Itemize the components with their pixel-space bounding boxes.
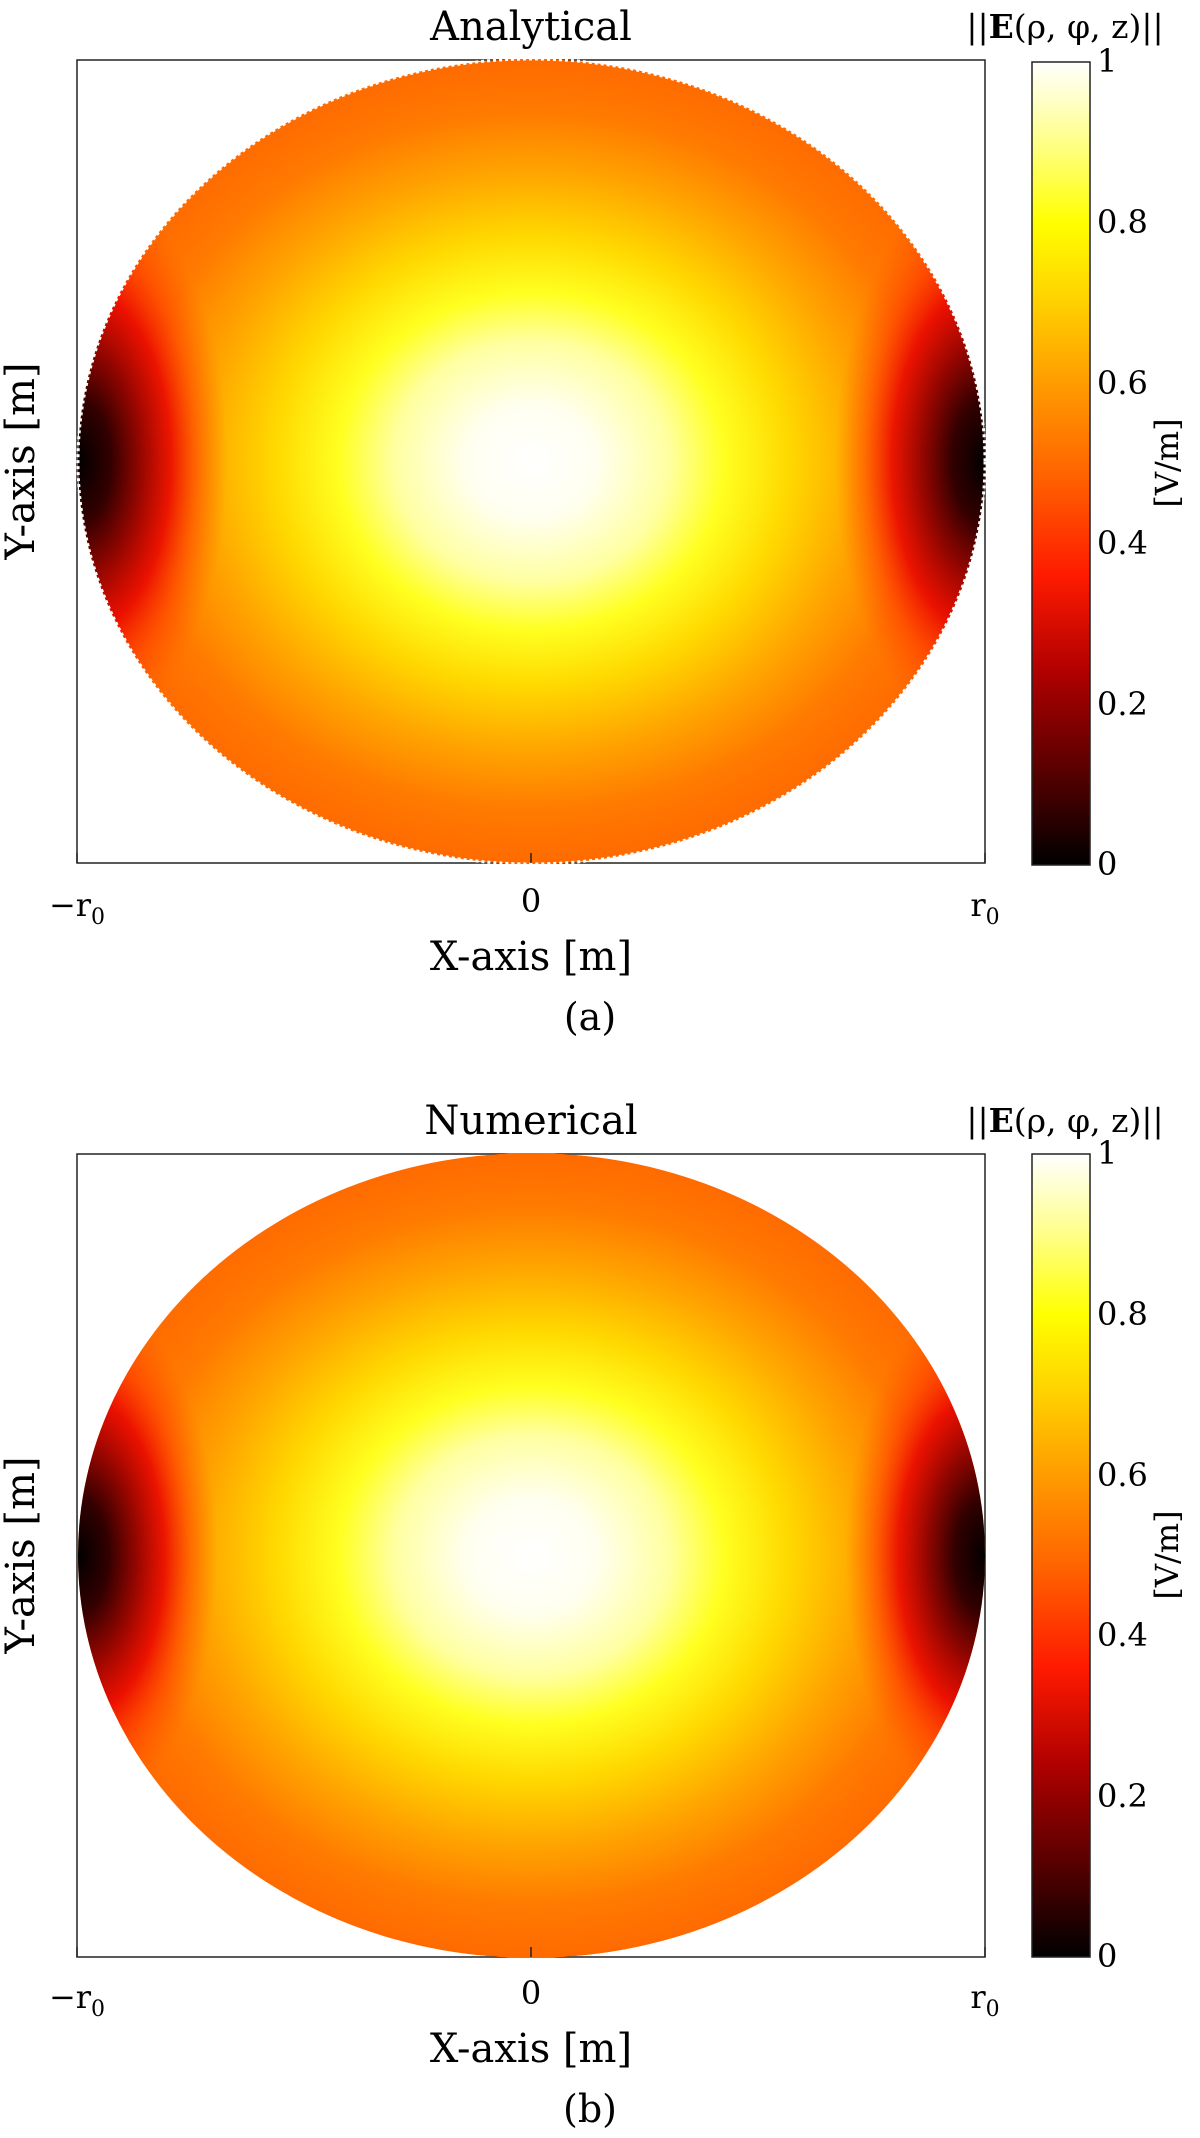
colorbar-tick-label: 0 [1097,845,1117,883]
x-axis-label: X-axis [m] [430,2026,632,2072]
field-disk [78,59,985,864]
colorbar-tick-label: 0.8 [1097,203,1148,241]
colorbar-tick-label: 0.2 [1097,685,1148,723]
colorbar-title: ||E(ρ, φ, z)|| [966,1101,1163,1140]
colorbar-tick-label: 0.4 [1097,524,1148,562]
field-minimum-right [835,181,985,742]
field-core [78,59,985,864]
x-tick-label-neg: −r0 [49,1978,105,2022]
colorbar-gradient [1031,1153,1091,1958]
colorbar-tick-label: 0 [1097,1937,1117,1975]
field-minimum-right [845,1295,985,1816]
colorbar-tick-label: 1 [1097,42,1117,80]
colorbar-tick-label: 0.6 [1097,1456,1148,1494]
panel-title: Numerical [424,1098,637,1144]
x-tick-label-pos: r0 [970,1978,999,2022]
y-axis-label: Y-axis [m] [0,362,44,560]
colorbar-tick-label: 0.4 [1097,1616,1148,1654]
colorbar-gradient [1031,61,1091,866]
x-axis-label: X-axis [m] [430,934,632,980]
x-tick-label-pos: r0 [970,886,999,930]
panel-title: Analytical [429,4,632,50]
colorbar-tick-label: 0.8 [1097,1295,1148,1333]
field-core [78,1153,985,1958]
colorbar-title: ||E(ρ, φ, z)|| [966,7,1163,46]
panel-analytical: Analytical −r0 0 r0 X-axis [m] Y-axis [m… [0,4,1186,1039]
colorbar-tick-label: 0.6 [1097,364,1148,402]
panel-caption: (a) [564,995,616,1039]
colorbar-tick-label: 0.2 [1097,1777,1148,1815]
field-minimum-left [78,181,228,742]
heatmap-plot-area [76,1153,986,1958]
x-tick-label-zero: 0 [521,882,541,920]
colorbar-ticks: 0 0.2 0.4 0.6 0.8 1 [1097,42,1148,883]
panel-numerical: Numerical −r0 0 r0 X-axis [m] Y-axis [m]… [0,1098,1186,2131]
colorbar: ||E(ρ, φ, z)|| 0 0.2 0.4 0.6 0.8 1 [V/m] [966,1101,1186,1975]
heatmap-plot-area [76,57,987,866]
x-tick-label-zero: 0 [521,1974,541,2012]
colorbar-ticks: 0 0.2 0.4 0.6 0.8 1 [1097,1134,1148,1975]
field-disk [78,1153,985,1958]
disk-boundary [76,57,987,866]
colorbar-tick-label: 1 [1097,1134,1117,1172]
colorbar-unit-label: [V/m] [1148,418,1186,507]
x-tick-label-neg: −r0 [49,886,105,930]
colorbar: ||E(ρ, φ, z)|| 0 0.2 0.4 0.6 0.8 1 [V/m] [966,7,1186,883]
y-axis-label: Y-axis [m] [0,1456,44,1654]
field-minimum-left [78,1295,218,1816]
colorbar-unit-label: [V/m] [1148,1510,1186,1599]
panel-caption: (b) [563,2087,617,2131]
